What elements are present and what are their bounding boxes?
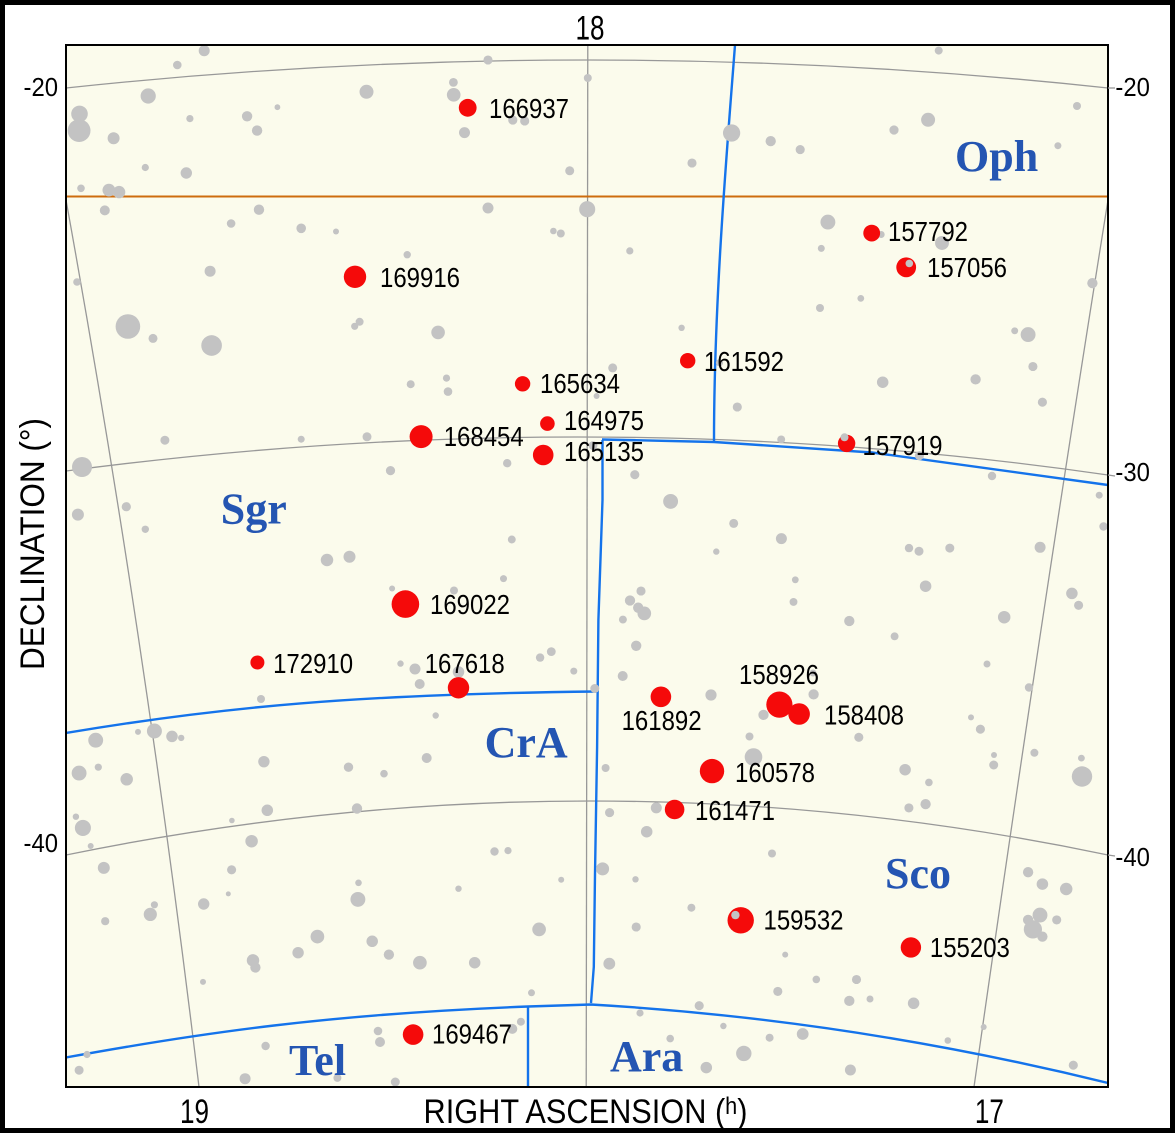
svg-text:Oph: Oph: [955, 132, 1038, 181]
svg-text:18: 18: [576, 10, 605, 48]
svg-text:160578: 160578: [735, 757, 815, 788]
svg-text:168454: 168454: [444, 421, 524, 452]
svg-text:155203: 155203: [930, 932, 1010, 963]
svg-text:Ara: Ara: [610, 1032, 683, 1081]
svg-text:157056: 157056: [927, 252, 1007, 283]
svg-text:161471: 161471: [695, 795, 775, 826]
svg-text:DECLINATION (°): DECLINATION (°): [14, 418, 52, 670]
svg-text:167618: 167618: [425, 648, 505, 679]
svg-text:Sgr: Sgr: [221, 484, 287, 533]
svg-text:CrA: CrA: [485, 718, 568, 767]
svg-text:-20: -20: [1115, 72, 1150, 102]
svg-text:169022: 169022: [430, 589, 510, 620]
svg-text:161592: 161592: [704, 346, 784, 377]
svg-text:158408: 158408: [824, 699, 904, 730]
svg-text:-20: -20: [24, 72, 59, 102]
svg-text:19: 19: [180, 1093, 209, 1131]
svg-text:Sco: Sco: [885, 849, 951, 898]
svg-text:158926: 158926: [739, 659, 819, 690]
svg-text:-40: -40: [24, 828, 59, 858]
svg-text:166937: 166937: [489, 93, 569, 124]
svg-text:Tel: Tel: [289, 1036, 346, 1085]
svg-text:169467: 169467: [432, 1019, 512, 1050]
svg-text:RIGHT ASCENSION (h): RIGHT ASCENSION (h): [424, 1093, 748, 1131]
svg-text:157792: 157792: [888, 216, 968, 247]
svg-text:161892: 161892: [622, 705, 702, 736]
svg-text:165634: 165634: [540, 368, 620, 399]
svg-text:165135: 165135: [564, 436, 644, 467]
svg-text:-40: -40: [1115, 842, 1150, 872]
svg-text:157919: 157919: [863, 430, 943, 461]
svg-text:159532: 159532: [764, 904, 844, 935]
svg-text:-30: -30: [1115, 457, 1150, 487]
svg-text:164975: 164975: [564, 405, 644, 436]
svg-text:169916: 169916: [380, 262, 460, 293]
svg-text:172910: 172910: [273, 648, 353, 679]
svg-text:17: 17: [975, 1093, 1004, 1131]
